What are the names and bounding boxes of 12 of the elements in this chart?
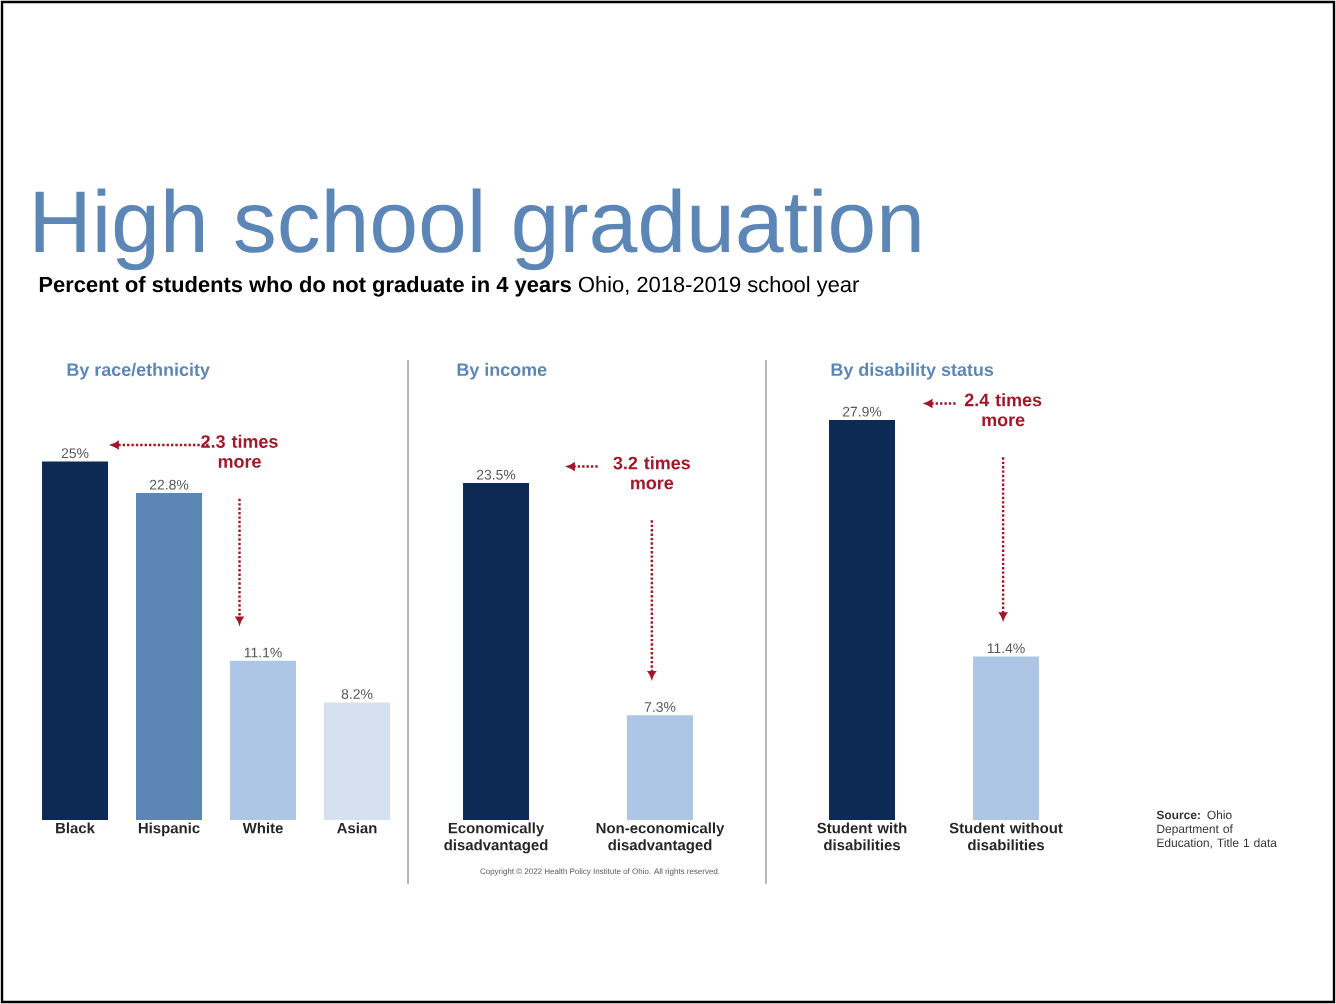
bar: [136, 493, 203, 820]
text: Percent of students who do not graduate in 4 years Ohio, 2018-2019 school year: [39, 276, 859, 297]
bar: [230, 660, 297, 820]
bar: [42, 461, 109, 820]
annotation: 2.3 times more: [201, 434, 278, 468]
annotation: 2.4 times more: [964, 393, 1042, 427]
annotation: 3.2 times more: [613, 456, 690, 490]
chart-title: By race/ethnicity: [67, 362, 210, 380]
chart-title: By income: [457, 362, 547, 380]
bar: [324, 702, 391, 820]
chart-title: By disability status: [831, 362, 994, 380]
text: High school graduation: [35, 188, 920, 271]
